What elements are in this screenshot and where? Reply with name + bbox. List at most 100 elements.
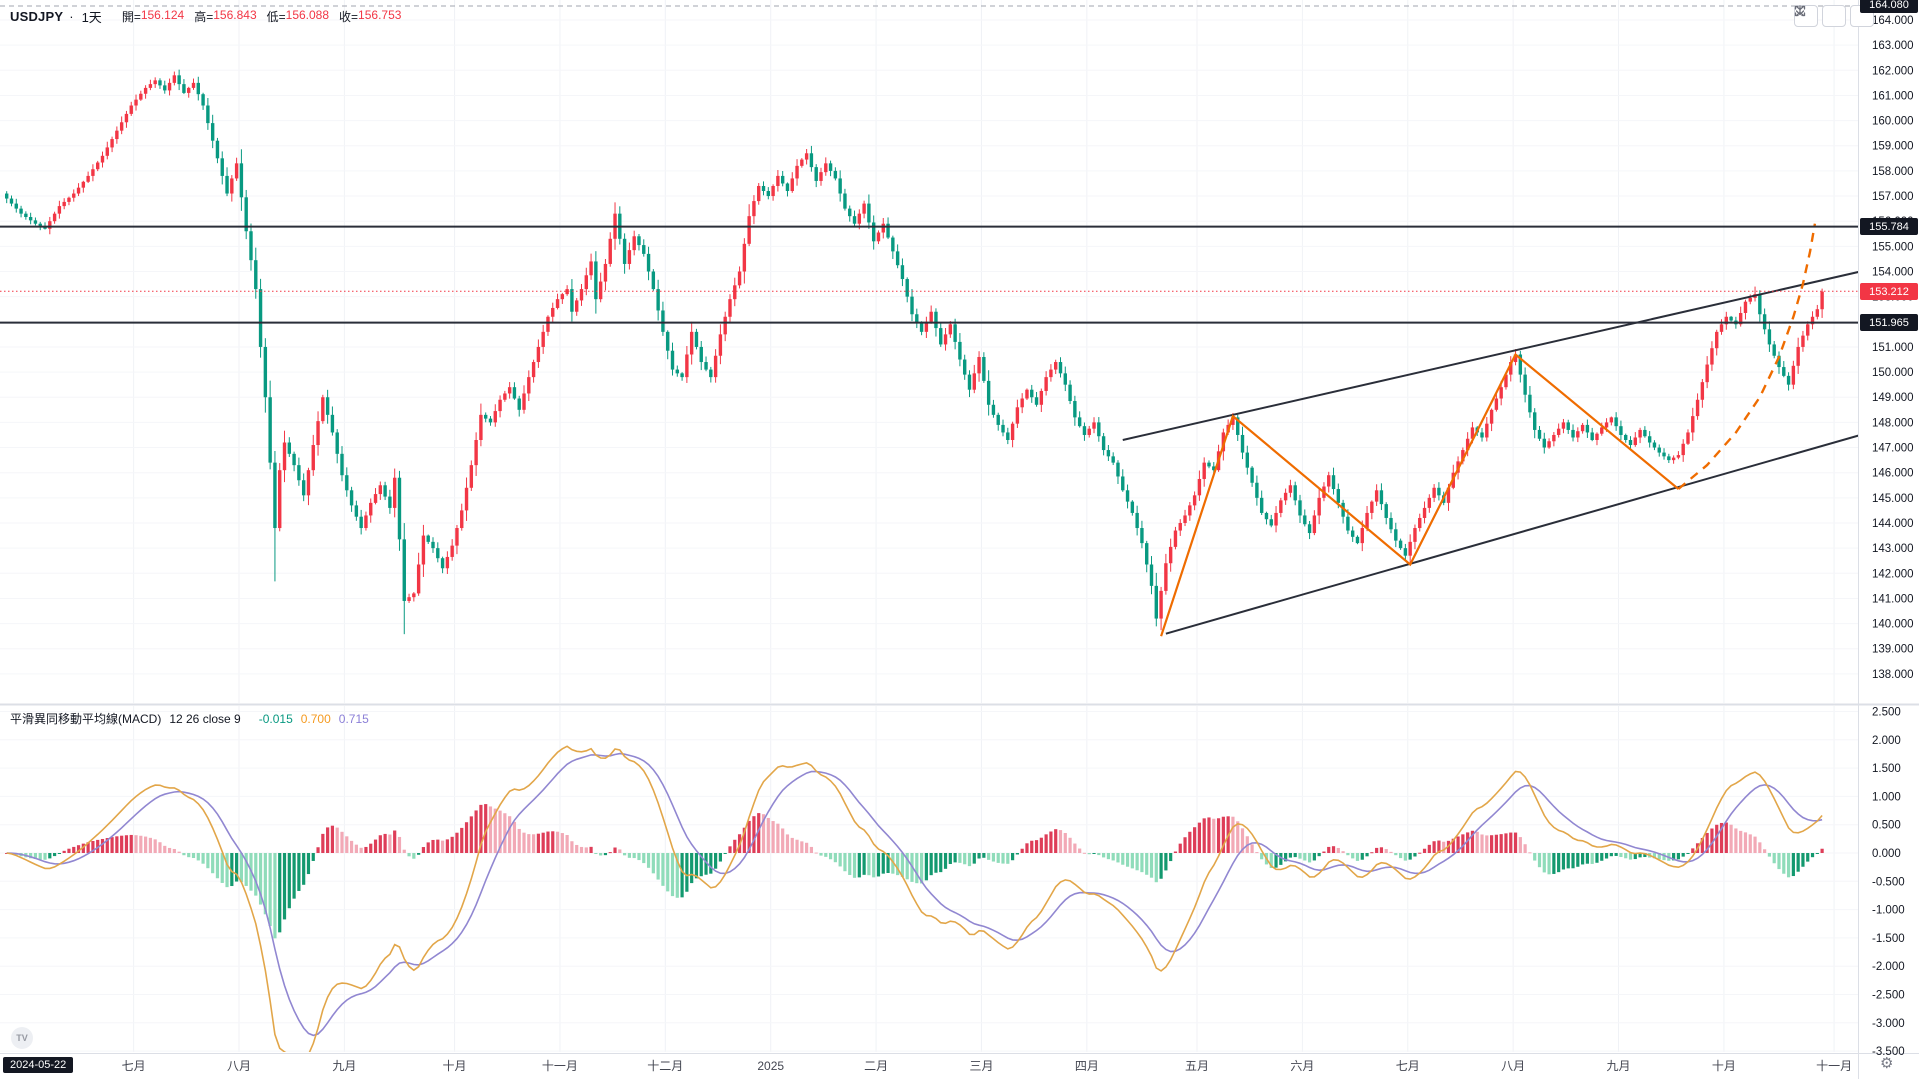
maximize-pane-icon bbox=[1794, 5, 1806, 17]
last-price-badge: 153.212 bbox=[1860, 283, 1918, 300]
macd-tick-label: -3.500 bbox=[1872, 1046, 1905, 1058]
price-tick-label: 146.000 bbox=[1872, 468, 1914, 480]
time-tick-label: 十月 bbox=[1712, 1059, 1736, 1073]
start-date-badge: 2024-05-22 bbox=[3, 1057, 74, 1073]
macd-signal-line bbox=[6, 752, 1823, 1037]
close-value: 156.753 bbox=[358, 8, 402, 22]
macd-params: 12 26 close 9 bbox=[169, 711, 241, 726]
price-tick-label: 142.000 bbox=[1872, 568, 1914, 580]
symbol-legend[interactable]: USDJPY · 1天 開= 156.124 高= 156.843 低= 156.08… bbox=[10, 7, 401, 26]
price-tick-label: 157.000 bbox=[1872, 191, 1914, 203]
macd-title: 平滑異同移動平均線(MACD) bbox=[10, 712, 162, 726]
macd-signal-value: 0.715 bbox=[338, 711, 369, 726]
price-tick-label: 162.000 bbox=[1872, 65, 1914, 77]
macd-legend[interactable]: 平滑異同移動平均線(MACD) 12 26 close 9 -0.015 0.7… bbox=[10, 710, 369, 727]
open-value: 156.124 bbox=[140, 8, 185, 22]
time-tick-label: 五月 bbox=[1185, 1059, 1209, 1073]
high-value: 156.843 bbox=[213, 8, 257, 22]
resistance-price-badge: 155.784 bbox=[1860, 218, 1918, 235]
close-label: 收= bbox=[339, 10, 359, 24]
price-tick-label: 161.000 bbox=[1872, 90, 1914, 102]
price-tick-label: 141.000 bbox=[1872, 593, 1914, 605]
macd-tick-label: 2.500 bbox=[1872, 707, 1901, 719]
time-axis[interactable]: 七月 八月 九月 十月 十一月 十二月 2025 二月 三月 四月 五月 六月 七月 八月 九月 十月 十一月 bbox=[122, 1059, 1852, 1073]
time-axis-settings-gear-icon[interactable]: ⚙ bbox=[1880, 1055, 1894, 1072]
price-tick-label: 164.000 bbox=[1872, 15, 1914, 27]
zigzag-pattern[interactable] bbox=[1160, 223, 1817, 637]
macd-lines bbox=[6, 745, 1823, 1052]
time-tick-label: 四月 bbox=[1075, 1059, 1099, 1073]
price-tick-label: 160.000 bbox=[1872, 116, 1914, 128]
macd-tick-label: 2.000 bbox=[1872, 735, 1901, 747]
time-tick-label: 二月 bbox=[864, 1059, 888, 1073]
symbol-name[interactable]: USDJPY bbox=[10, 9, 64, 24]
collapse-pane-icon bbox=[1795, 5, 1805, 17]
ohlc-values: 開= 156.124 高= 156.843 低= 156.088 收= 156.753 bbox=[122, 8, 402, 25]
price-tick-label: 144.000 bbox=[1872, 518, 1914, 530]
high-label: 高= bbox=[194, 10, 214, 24]
macd-line-value: 0.700 bbox=[300, 711, 331, 726]
macd-hist-value: -0.015 bbox=[258, 711, 293, 726]
macd-axis[interactable]: 2.500 2.000 1.500 1.000 0.500 0.000 -0.500 -1.0… bbox=[1872, 707, 1905, 1059]
low-label: 低= bbox=[266, 10, 286, 24]
price-tick-label: 138.000 bbox=[1872, 669, 1914, 681]
price-tick-label: 140.000 bbox=[1872, 619, 1914, 631]
open-label: 開= bbox=[121, 10, 141, 24]
tradingview-logo[interactable]: TV bbox=[11, 1027, 33, 1049]
time-tick-label: 十一月 bbox=[542, 1059, 578, 1073]
time-tick-label: 三月 bbox=[969, 1059, 993, 1073]
timeframe-label[interactable]: 1天 bbox=[81, 10, 102, 25]
price-tick-label: 158.000 bbox=[1872, 166, 1914, 178]
macd-tick-label: 1.500 bbox=[1872, 763, 1901, 775]
time-tick-label: 十月 bbox=[443, 1059, 467, 1073]
time-tick-label: 九月 bbox=[332, 1059, 356, 1073]
top-price-badge: 164.080 bbox=[1860, 0, 1918, 13]
macd-tick-label: -2.000 bbox=[1872, 961, 1905, 973]
trend-channel[interactable] bbox=[1122, 271, 1861, 635]
time-tick-label: 八月 bbox=[1501, 1059, 1525, 1073]
price-tick-label: 148.000 bbox=[1872, 417, 1914, 429]
macd-tick-label: 0.000 bbox=[1872, 848, 1901, 860]
price-tick-label: 159.000 bbox=[1872, 141, 1914, 153]
candles bbox=[4, 69, 1824, 635]
pane-controls bbox=[1794, 5, 1874, 27]
price-tick-label: 154.000 bbox=[1872, 266, 1914, 278]
price-tick-label: 150.000 bbox=[1872, 367, 1914, 379]
low-value: 156.088 bbox=[285, 8, 330, 22]
scroll-to-recent-button[interactable] bbox=[1794, 5, 1818, 27]
price-tick-label: 143.000 bbox=[1872, 543, 1914, 555]
price-tick-label: 147.000 bbox=[1872, 443, 1914, 455]
macd-tick-label: -0.500 bbox=[1872, 876, 1905, 888]
zigzag-line bbox=[1160, 352, 1680, 637]
price-axis[interactable]: 164.000 163.000 162.000 161.000 160.000 159.0… bbox=[1872, 15, 1914, 681]
time-tick-label: 2025 bbox=[757, 1059, 784, 1073]
price-tick-label: 163.000 bbox=[1872, 40, 1914, 52]
legend-separator: · bbox=[69, 9, 74, 24]
collapse-pane-button[interactable] bbox=[1795, 5, 1846, 27]
price-tick-label: 151.000 bbox=[1872, 342, 1914, 354]
support-price-badge: 151.965 bbox=[1860, 314, 1918, 331]
macd-main-line bbox=[6, 745, 1823, 1052]
time-tick-label: 十一月 bbox=[1816, 1059, 1852, 1073]
time-tick-label: 九月 bbox=[1607, 1059, 1631, 1073]
time-tick-label: 七月 bbox=[1396, 1059, 1420, 1073]
price-tick-label: 155.000 bbox=[1872, 241, 1914, 253]
price-tick-label: 149.000 bbox=[1872, 392, 1914, 404]
time-tick-label: 十二月 bbox=[647, 1059, 683, 1073]
macd-tick-label: -1.000 bbox=[1872, 905, 1905, 917]
channel-lower-line bbox=[1165, 434, 1858, 635]
macd-tick-label: -2.500 bbox=[1872, 990, 1905, 1002]
macd-tick-label: -3.000 bbox=[1872, 1018, 1905, 1030]
macd-tick-label: -1.500 bbox=[1872, 933, 1905, 945]
macd-tick-label: 1.000 bbox=[1872, 791, 1901, 803]
time-tick-label: 七月 bbox=[122, 1059, 146, 1073]
macd-histogram bbox=[5, 804, 1824, 939]
time-tick-label: 八月 bbox=[227, 1059, 251, 1073]
price-tick-label: 139.000 bbox=[1872, 644, 1914, 656]
projection-dashed-line bbox=[1677, 223, 1817, 490]
time-tick-label: 六月 bbox=[1290, 1059, 1314, 1073]
macd-tick-label: 0.500 bbox=[1872, 820, 1901, 832]
channel-upper-line bbox=[1122, 271, 1858, 441]
